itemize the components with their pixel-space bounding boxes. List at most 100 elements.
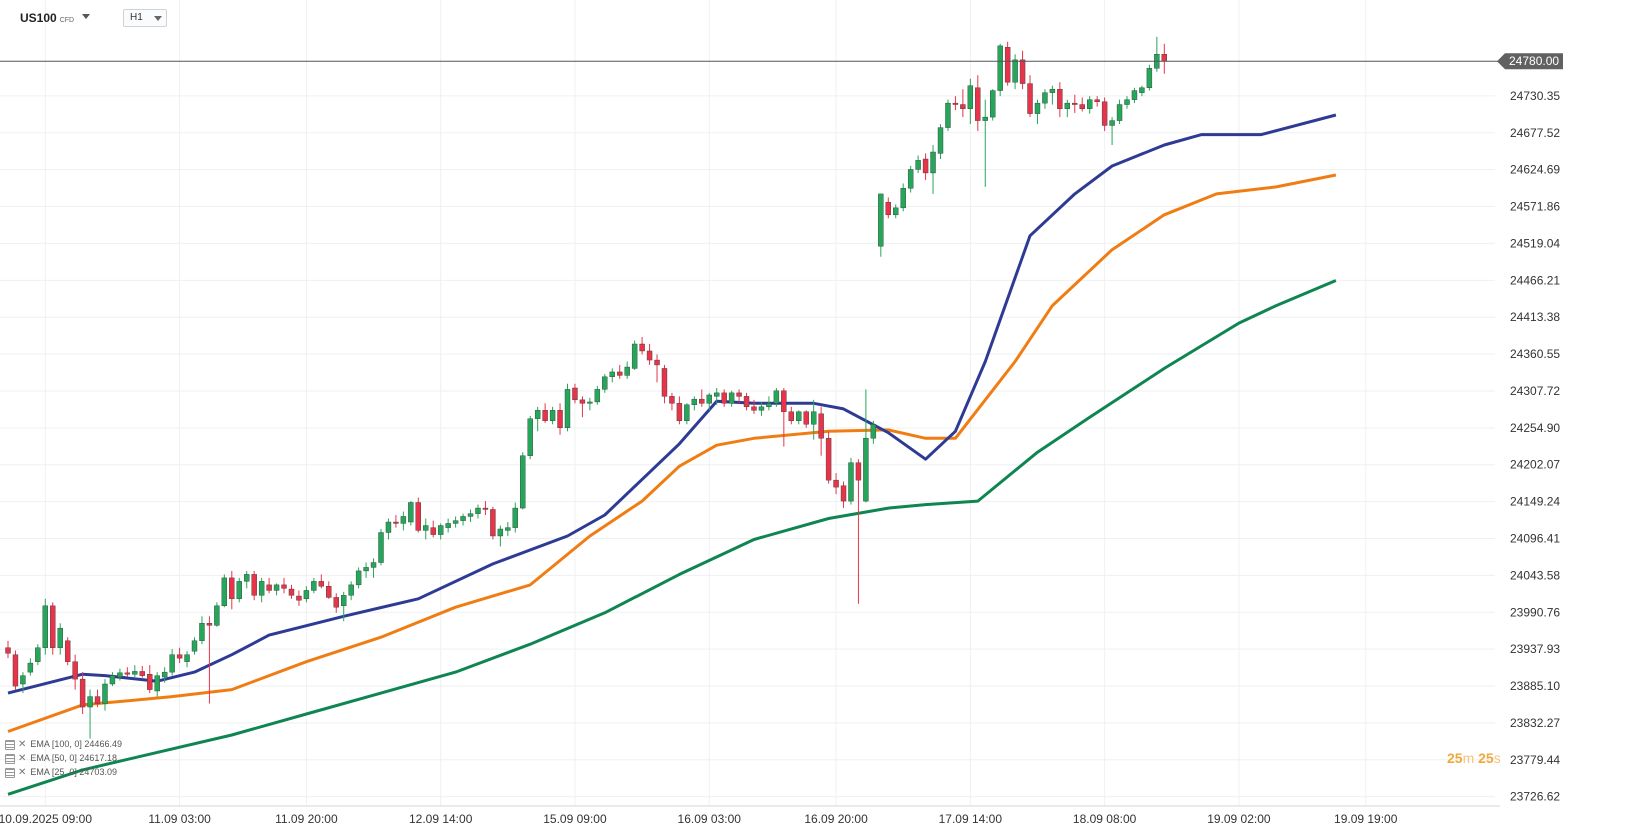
- candle-bull: [273, 584, 280, 591]
- settings-icon[interactable]: [5, 753, 15, 764]
- candle-bull: [1064, 102, 1071, 109]
- current-price-tag: [1497, 53, 1563, 70]
- candle-bear: [922, 158, 929, 174]
- settings-icon[interactable]: [5, 739, 15, 750]
- y-tick-label: 23832.27: [1510, 716, 1560, 730]
- candle-bull: [355, 570, 362, 586]
- candle-bear: [669, 396, 675, 404]
- candle-bear: [855, 462, 862, 481]
- chevron-down-icon: [154, 16, 162, 21]
- candle-bear: [147, 674, 153, 690]
- candle-bear: [333, 597, 339, 608]
- candle-bear: [639, 343, 645, 352]
- candle-bear: [430, 527, 436, 535]
- candle-bull: [870, 424, 877, 439]
- candle-bull: [1049, 88, 1056, 93]
- candle-bear: [12, 654, 19, 687]
- candle-bull: [893, 207, 899, 216]
- y-tick-label: 24149.24: [1510, 495, 1560, 509]
- candle-bear: [1072, 102, 1078, 105]
- candle-bull: [408, 502, 414, 523]
- candle-bear: [393, 521, 399, 524]
- candle-bull: [370, 562, 377, 568]
- candle-bear: [50, 605, 56, 648]
- timeframe-label: H1: [130, 12, 143, 23]
- candle-bear: [1101, 101, 1108, 126]
- legend-item-ema25: ✕ EMA [25, 0] 24703.09: [5, 765, 122, 779]
- candle-bear: [482, 507, 489, 510]
- timer-minutes-unit: m: [1462, 750, 1475, 766]
- candle-bull: [42, 605, 48, 648]
- y-tick-label: 24413.38: [1510, 310, 1560, 324]
- candle-bull: [624, 366, 630, 376]
- symbol-name[interactable]: US100: [20, 11, 57, 25]
- candle-bull: [534, 410, 541, 419]
- candle-bull: [236, 581, 242, 600]
- candle-bull: [930, 151, 936, 174]
- candle-bull: [363, 567, 369, 572]
- ema25-line: [7, 113, 1337, 695]
- candle-bull: [169, 654, 175, 673]
- candle-bull: [564, 389, 571, 428]
- candle-bull: [102, 683, 108, 704]
- candle-bull: [258, 581, 265, 596]
- candle-bull: [199, 623, 205, 641]
- candle-bear: [415, 502, 421, 531]
- candle-bull: [184, 654, 190, 662]
- x-tick-label: 15.09 09:00: [543, 812, 607, 826]
- candle-bull: [691, 398, 698, 405]
- x-tick-label: 12.09 14:00: [409, 812, 473, 826]
- candle-bear: [699, 398, 705, 404]
- x-tick-label: 16.09 20:00: [804, 812, 868, 826]
- close-icon[interactable]: ✕: [18, 767, 27, 778]
- x-tick-label: 19.09 02:00: [1207, 812, 1271, 826]
- candle-bull: [848, 462, 854, 502]
- y-tick-label: 24202.07: [1510, 458, 1560, 472]
- candle-bull: [244, 574, 250, 582]
- candle-bull: [1012, 59, 1018, 83]
- candle-bull: [132, 671, 138, 675]
- candle-bear: [176, 654, 183, 659]
- x-tick-label: 16.09 03:00: [678, 812, 742, 826]
- close-icon[interactable]: ✕: [18, 753, 27, 764]
- candle-bull: [587, 401, 593, 404]
- close-icon[interactable]: ✕: [18, 739, 27, 750]
- candle-bull: [527, 418, 533, 456]
- timer-minutes: 25: [1447, 750, 1463, 766]
- candle-bull: [437, 525, 444, 535]
- symbol-selector[interactable]: US100 CFD: [20, 11, 74, 25]
- candle-bear: [617, 371, 623, 376]
- candle-bull: [348, 584, 354, 596]
- candle-bull: [1116, 104, 1123, 121]
- x-tick-label: 11.09 20:00: [275, 812, 338, 826]
- candle-bear: [736, 392, 742, 397]
- candle-bear: [124, 672, 131, 675]
- candle-bear: [72, 661, 78, 680]
- candle-bull: [467, 513, 474, 517]
- candle-bear: [1019, 59, 1026, 84]
- legend-label: EMA [50, 0] 24617.18: [30, 753, 117, 763]
- candle-bear: [139, 671, 145, 676]
- candle-bear: [281, 584, 287, 589]
- chevron-down-icon[interactable]: [82, 14, 90, 19]
- y-tick-label: 24466.21: [1510, 273, 1560, 287]
- timeframe-dropdown[interactable]: H1: [123, 9, 167, 27]
- candle-countdown-timer: 25m 25s: [1447, 750, 1501, 766]
- y-tick-label: 23779.44: [1510, 753, 1560, 767]
- y-tick-label: 23937.93: [1510, 642, 1560, 656]
- candle-bull: [982, 116, 988, 121]
- settings-icon[interactable]: [5, 767, 15, 778]
- candle-bear: [79, 678, 86, 708]
- candle-bear: [318, 581, 325, 587]
- candle-bull: [20, 675, 26, 685]
- timer-seconds: 25: [1478, 750, 1494, 766]
- candle-bull: [423, 525, 429, 531]
- candle-bull: [1086, 99, 1093, 109]
- symbol-type: CFD: [59, 17, 75, 24]
- candle-bear: [743, 396, 750, 408]
- candle-bull: [937, 127, 944, 154]
- candle-bull: [1146, 68, 1153, 88]
- current-price-label: 24780.00: [1509, 54, 1559, 68]
- candle-bull: [117, 672, 123, 678]
